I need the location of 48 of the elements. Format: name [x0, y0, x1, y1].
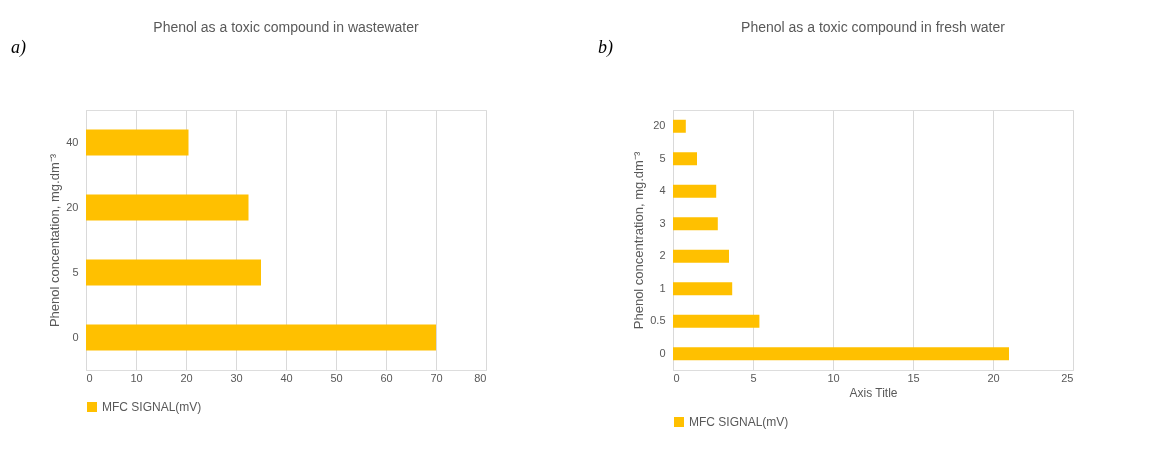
y-tick-label: 0.5 — [650, 314, 666, 327]
bar — [673, 314, 760, 328]
y-tick-label: 4 — [659, 184, 666, 197]
text: b) — [598, 37, 613, 58]
x-tick-label: 80 — [474, 371, 487, 384]
x-tick-label: 50 — [330, 371, 343, 384]
chart-title: Phenol as a toxic compound in fresh water — [741, 19, 1006, 35]
bar — [673, 217, 718, 231]
x-tick-label: 10 — [130, 371, 143, 384]
y-tick-label: 0 — [72, 330, 79, 343]
x-tick-label: 5 — [750, 371, 757, 384]
x-tick-label: 40 — [280, 371, 293, 384]
bar — [673, 152, 697, 166]
x-tick-label: 20 — [987, 371, 1000, 384]
y-tick-label: 40 — [66, 135, 79, 148]
bar — [673, 282, 733, 296]
y-tick-label: 3 — [659, 216, 666, 229]
legend-label: MFC SIGNAL(mV) — [689, 415, 789, 429]
y-axis-title: Phenol concentation, mg.dm⁻³ — [47, 153, 63, 328]
y-tick-label: 5 — [659, 151, 666, 164]
x-tick-label: 25 — [1061, 371, 1074, 384]
y-tick-label: 20 — [66, 200, 79, 213]
y-tick-label: 20 — [653, 119, 666, 132]
bar — [86, 129, 189, 156]
legend-label: MFC SIGNAL(mV) — [102, 400, 202, 414]
x-tick-label: 0 — [673, 371, 680, 384]
x-tick-label: 30 — [230, 371, 243, 384]
chart-title: Phenol as a toxic compound in wastewater — [153, 19, 420, 35]
bar — [86, 194, 249, 221]
y-tick-label: 0 — [659, 346, 666, 359]
x-tick-label: 15 — [907, 371, 920, 384]
y-axis-title: Phenol concentration, mg.dm⁻³ — [631, 151, 647, 330]
x-tick-label: 10 — [827, 371, 840, 384]
bar — [86, 324, 436, 351]
bar — [86, 259, 261, 286]
y-tick-label: 2 — [659, 249, 666, 262]
y-tick-label: 5 — [72, 265, 79, 278]
y-tick-label: 1 — [659, 281, 666, 294]
x-tick-label: 20 — [180, 371, 193, 384]
text: a) — [11, 37, 26, 58]
x-tick-label: 0 — [86, 371, 93, 384]
bar — [673, 249, 729, 263]
x-axis-title: Axis Title — [849, 385, 898, 400]
x-tick-label: 70 — [430, 371, 443, 384]
bar — [673, 184, 717, 198]
bar — [673, 119, 686, 133]
x-tick-label: 60 — [380, 371, 393, 384]
bar — [673, 347, 1009, 361]
